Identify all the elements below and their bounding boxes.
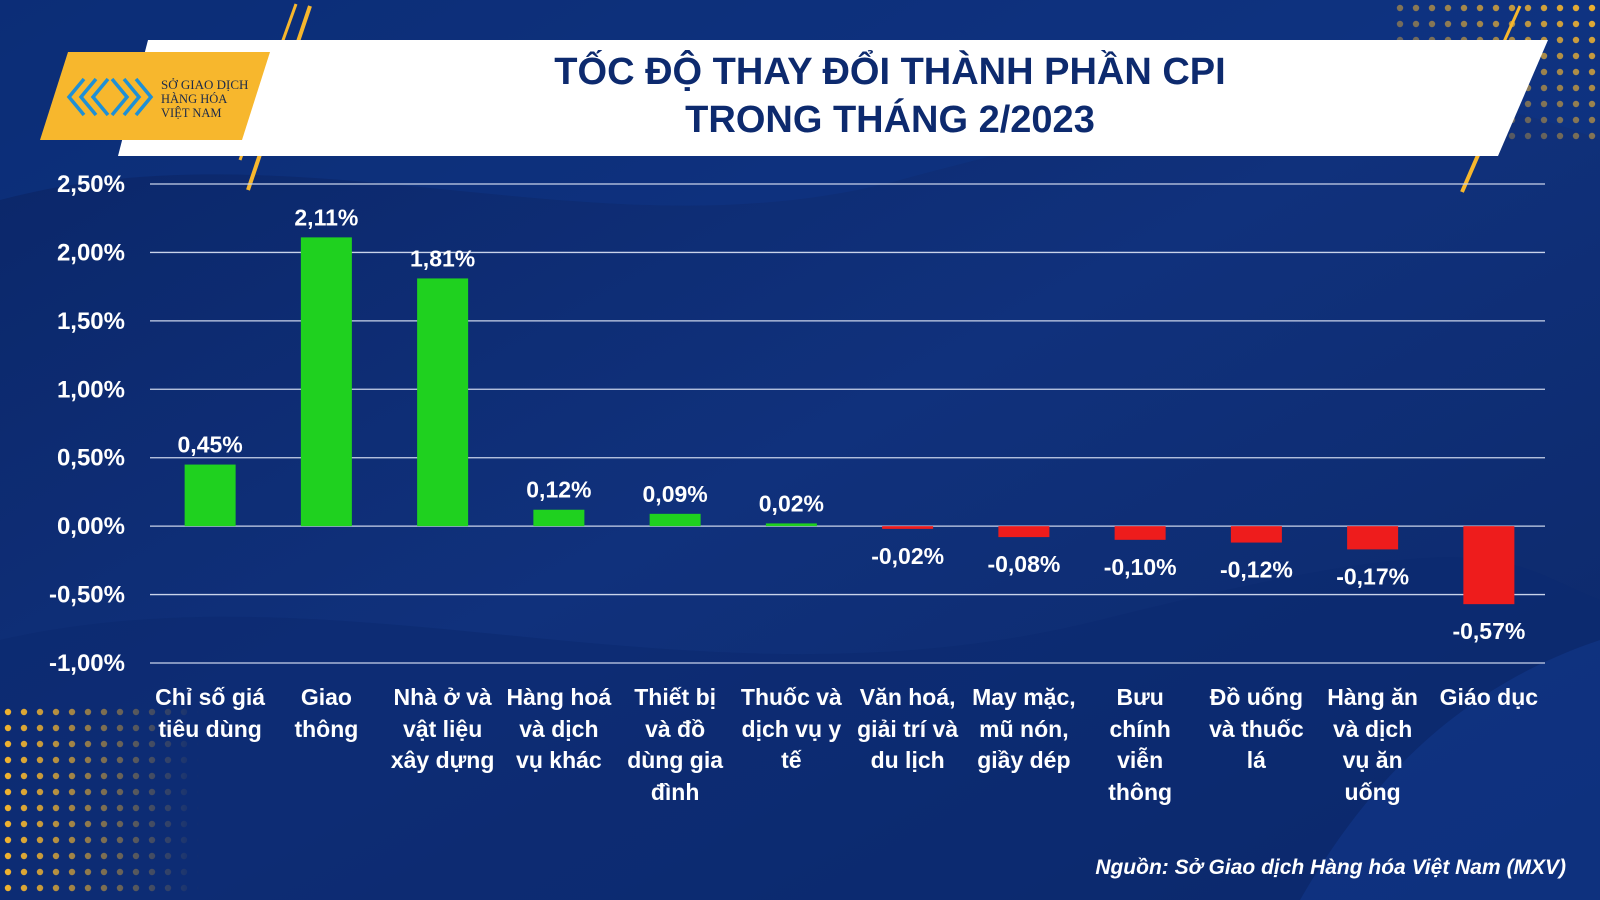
x-tick-label-line: Giáo dục [1439, 684, 1539, 710]
y-tick-label: 1,00% [57, 376, 125, 403]
chart-title: TỐC ĐỘ THAY ĐỔI THÀNH PHẦN CPI TRONG THÁ… [360, 48, 1420, 144]
y-tick-label: 2,50% [57, 171, 125, 198]
bar [300, 237, 352, 527]
bar [1230, 526, 1282, 543]
data-label: 1,81% [410, 245, 475, 271]
data-label: -0,08% [987, 551, 1060, 577]
data-label: -0,10% [1104, 554, 1177, 580]
x-tick-label-line: lá [1246, 747, 1266, 773]
x-tick-label-line: Đồ uống [1209, 684, 1303, 710]
x-tick-label-line: và đồ [645, 715, 706, 742]
x-tick-label-line: Hàng hoá [506, 684, 612, 710]
data-label: 0,02% [759, 490, 824, 516]
x-tick-label-line: xây dựng [390, 747, 495, 773]
source-note: Nguồn: Sở Giao dịch Hàng hóa Việt Nam (M… [1095, 856, 1566, 879]
x-tick-label-line: thông [1108, 778, 1173, 805]
x-tick-label-line: May mặc, [972, 684, 1076, 710]
x-tick-label-line: tiêu dùng [158, 715, 262, 742]
y-tick-label: 0,50% [57, 445, 125, 472]
x-tick-label-line: vật liệu [402, 715, 483, 742]
y-tick-label: 0,00% [57, 513, 125, 540]
bar [1347, 526, 1399, 550]
logo-background [40, 52, 270, 140]
x-tick-label: Nhà ở và vật liệu xây dựng [382, 682, 504, 777]
data-label: -0,17% [1336, 563, 1409, 589]
x-tick-label-line: mũ nón, [979, 715, 1069, 742]
y-tick-label: -1,00% [49, 650, 125, 677]
x-tick-label: Giáo dục [1428, 682, 1550, 714]
x-tick-label: Chỉ số giá tiêu dùng [149, 682, 271, 745]
x-tick-label-line: và thuốc [1209, 715, 1304, 742]
x-tick-label: Thuốc và dịch vụ y tế [730, 682, 852, 777]
bar [1463, 526, 1515, 605]
y-tick-label: 2,00% [57, 239, 125, 266]
logo-text-line1: SỞ GIAO DỊCH [161, 77, 249, 92]
x-tick-label-line: dùng gia [627, 747, 724, 773]
chart-title-line2: TRONG THÁNG 2/2023 [685, 99, 1095, 141]
x-tick-label-line: và dịch [1332, 715, 1413, 742]
data-label: -0,02% [871, 543, 944, 569]
x-tick-label-line: Giao [300, 684, 352, 710]
bar [533, 509, 585, 527]
chart-title-line1: TỐC ĐỘ THAY ĐỔI THÀNH PHẦN CPI [554, 51, 1226, 93]
mxv-logo-icon [66, 77, 154, 117]
x-tick-label-line: chính [1109, 715, 1171, 742]
x-tick-label-line: tế [781, 747, 802, 773]
x-tick-label: Thiết bị và đồ dùng gia đình [614, 682, 736, 808]
x-tick-label-line: thông [294, 715, 359, 742]
data-label: -0,12% [1220, 557, 1293, 583]
bar [1114, 526, 1166, 540]
x-tick-label: Văn hoá, giải trí và du lịch [847, 682, 969, 777]
x-tick-label-line: vụ ăn [1342, 747, 1403, 773]
logo-text: SỞ GIAO DỊCH HÀNG HÓA VIỆT NAM [161, 77, 271, 121]
x-tick-label-line: viễn [1117, 747, 1164, 773]
x-tick-label-line: giải trí và [857, 715, 959, 742]
bar [765, 523, 817, 527]
bar [417, 278, 469, 527]
bar [882, 526, 934, 529]
x-tick-label-line: đình [650, 778, 700, 805]
data-label: 2,11% [294, 204, 358, 230]
y-tick-label: 1,50% [57, 308, 125, 335]
x-tick-label-line: và dịch [519, 715, 599, 742]
x-tick-label: Hàng ăn và dịch vụ ăn uống [1312, 682, 1434, 808]
bar [998, 526, 1050, 538]
x-tick-label: Đồ uống và thuốc lá [1195, 682, 1317, 777]
logo-text-line3: VIỆT NAM [161, 106, 222, 120]
data-label: 0,12% [526, 477, 591, 503]
x-tick-label-line: dịch vụ y [741, 715, 842, 742]
data-label: 0,45% [178, 432, 243, 458]
title-banner [118, 40, 1548, 156]
x-tick-label-line: Nhà ở và [393, 684, 492, 710]
x-tick-label-line: uống [1344, 778, 1401, 805]
y-tick-label: -0,50% [49, 582, 125, 609]
x-tick-label-line: Chỉ số giá [155, 684, 266, 710]
x-tick-label: Bưu chính viễn thông [1079, 682, 1201, 808]
x-tick-label: May mặc, mũ nón, giầy dép [963, 682, 1085, 777]
x-tick-label-line: du lịch [870, 747, 945, 773]
bar [184, 464, 236, 527]
x-tick-label-line: Bưu [1116, 684, 1164, 710]
dots-decoration-left [0, 700, 200, 900]
x-tick-label-line: vụ khác [516, 747, 602, 773]
data-label: -0,57% [1452, 618, 1525, 644]
x-tick-label-line: Thuốc và [740, 684, 842, 710]
logo-text-line2: HÀNG HÓA [161, 92, 228, 106]
x-tick-label-line: Văn hoá, [859, 684, 956, 710]
x-tick-label-line: giầy dép [977, 747, 1071, 773]
x-tick-label-line: Thiết bị [634, 684, 717, 710]
x-tick-label-line: Hàng ăn [1327, 684, 1418, 710]
x-tick-label: Giao thông [265, 682, 387, 745]
bar [649, 513, 701, 527]
x-tick-label: Hàng hoá và dịch vụ khác [498, 682, 620, 777]
data-label: 0,09% [643, 481, 708, 507]
